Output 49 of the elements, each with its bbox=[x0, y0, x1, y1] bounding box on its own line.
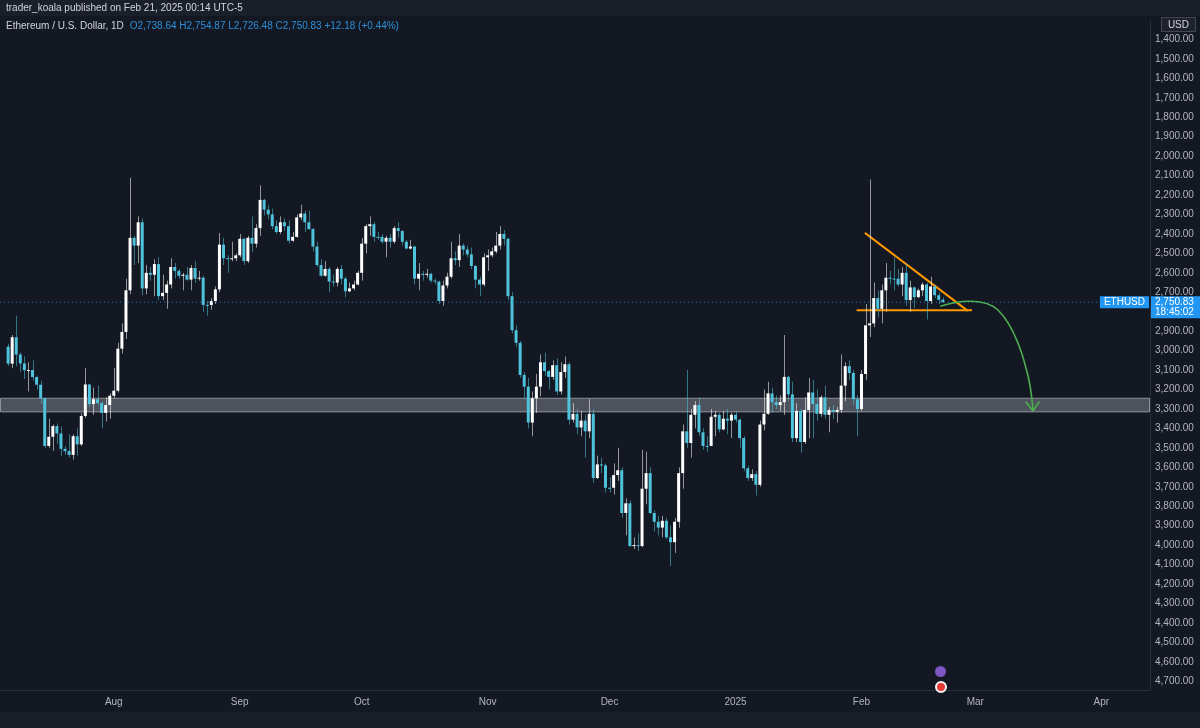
text: 18:45:02 bbox=[1155, 305, 1195, 317]
y-tick-label: 3,000.00 bbox=[1155, 344, 1195, 356]
y-tick-label: 4,300.00 bbox=[1155, 597, 1195, 609]
x-tick-label: Nov bbox=[478, 695, 497, 707]
text: 2,750.83 bbox=[1155, 295, 1195, 307]
text: trader_koala published on Feb 21, 2025 00:14 UTC-5 bbox=[0, 0, 1200, 16]
y-tick-label: 4,000.00 bbox=[1155, 538, 1195, 550]
x-tick-label: Oct bbox=[353, 695, 370, 707]
y-tick-label: 1,900.00 bbox=[1155, 130, 1195, 142]
y-tick-label: 2,200.00 bbox=[1155, 188, 1195, 200]
y-tick-label: 2,100.00 bbox=[1155, 169, 1195, 181]
y-tick-label: 3,200.00 bbox=[1155, 383, 1195, 395]
y-tick-label: 1,700.00 bbox=[1155, 91, 1195, 103]
y-tick-label: 3,700.00 bbox=[1155, 480, 1195, 492]
y-tick-label: 2,300.00 bbox=[1155, 208, 1195, 220]
y-tick-label: 1,400.00 bbox=[1155, 33, 1195, 45]
y-tick-label: 2,700.00 bbox=[1155, 286, 1195, 298]
y-tick-label: 4,600.00 bbox=[1155, 655, 1195, 667]
y-tick-label: 3,400.00 bbox=[1155, 422, 1195, 434]
y-tick-label: 3,600.00 bbox=[1155, 461, 1195, 473]
y-tick-label: 4,200.00 bbox=[1155, 577, 1195, 589]
x-tick-label: Dec bbox=[600, 695, 619, 707]
y-tick-label: 1,800.00 bbox=[1155, 110, 1195, 122]
y-tick-label: 1,500.00 bbox=[1155, 52, 1195, 64]
chart-subtitle: O2,738.64 H2,754.87 L2,726.48 C2,750.83 +12.18 (+0.44%) bbox=[129, 20, 399, 31]
y-tick-label: 3,900.00 bbox=[1155, 519, 1195, 531]
x-tick-label: 2025 bbox=[724, 695, 748, 707]
y-tick-label: 2,900.00 bbox=[1155, 324, 1195, 336]
y-tick-label: 4,100.00 bbox=[1155, 558, 1195, 570]
y-tick-label: 2,400.00 bbox=[1155, 227, 1195, 239]
y-tick-label: 3,100.00 bbox=[1155, 363, 1195, 375]
y-tick-label: 2,600.00 bbox=[1155, 266, 1195, 278]
x-tick-label: Sep bbox=[230, 695, 250, 707]
y-tick-label: 1,600.00 bbox=[1155, 72, 1195, 84]
x-tick-label: Feb bbox=[852, 695, 871, 707]
ref-line-label: ETHUSD bbox=[1103, 295, 1146, 307]
x-tick-label: Apr bbox=[1093, 695, 1110, 707]
y-tick-label: 4,700.00 bbox=[1155, 675, 1195, 686]
y-tick-label: 3,300.00 bbox=[1155, 402, 1195, 414]
x-tick-label: Aug bbox=[104, 695, 123, 707]
x-tick-label: Mar bbox=[966, 695, 985, 707]
y-tick-label: 2,000.00 bbox=[1155, 149, 1195, 161]
y-tick-label: 4,500.00 bbox=[1155, 636, 1195, 648]
chart-title: Ethereum / U.S. Dollar, 1D bbox=[6, 20, 124, 31]
y-tick-label: 4,400.00 bbox=[1155, 616, 1195, 628]
y-tick-label: 2,500.00 bbox=[1155, 247, 1195, 259]
y-tick-label: 3,500.00 bbox=[1155, 441, 1195, 453]
y-axis-title: USD bbox=[1160, 17, 1196, 32]
y-tick-label: 3,800.00 bbox=[1155, 499, 1195, 511]
